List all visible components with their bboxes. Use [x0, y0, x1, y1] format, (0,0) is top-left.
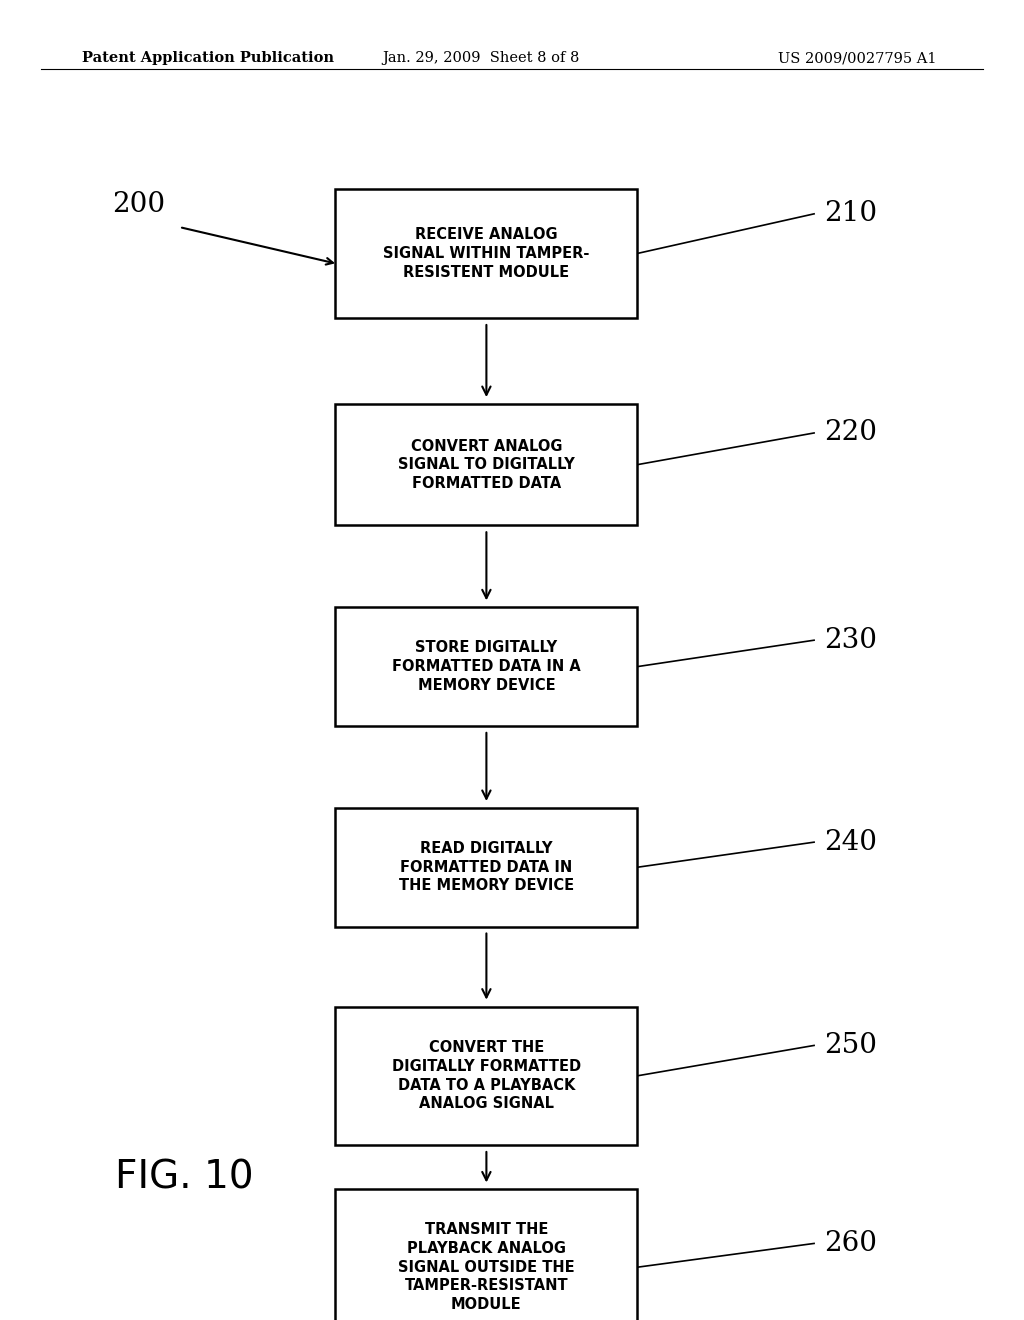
Text: 200: 200 — [112, 191, 165, 218]
Bar — [336, 607, 637, 726]
Text: 230: 230 — [824, 627, 878, 653]
Text: 210: 210 — [824, 201, 878, 227]
Text: CONVERT ANALOG
SIGNAL TO DIGITALLY
FORMATTED DATA: CONVERT ANALOG SIGNAL TO DIGITALLY FORMA… — [398, 438, 574, 491]
Text: READ DIGITALLY
FORMATTED DATA IN
THE MEMORY DEVICE: READ DIGITALLY FORMATTED DATA IN THE MEM… — [398, 841, 574, 894]
Text: Jan. 29, 2009  Sheet 8 of 8: Jan. 29, 2009 Sheet 8 of 8 — [383, 51, 580, 65]
Text: TRANSMIT THE
PLAYBACK ANALOG
SIGNAL OUTSIDE THE
TAMPER-RESISTANT
MODULE: TRANSMIT THE PLAYBACK ANALOG SIGNAL OUTS… — [398, 1222, 574, 1312]
Bar — [336, 1189, 637, 1320]
Text: US 2009/0027795 A1: US 2009/0027795 A1 — [778, 51, 937, 65]
Bar — [336, 1006, 637, 1144]
Text: STORE DIGITALLY
FORMATTED DATA IN A
MEMORY DEVICE: STORE DIGITALLY FORMATTED DATA IN A MEMO… — [392, 640, 581, 693]
Text: 220: 220 — [824, 420, 878, 446]
Bar — [336, 808, 637, 927]
Text: 250: 250 — [824, 1032, 878, 1059]
Text: 240: 240 — [824, 829, 878, 855]
Text: RECEIVE ANALOG
SIGNAL WITHIN TAMPER-
RESISTENT MODULE: RECEIVE ANALOG SIGNAL WITHIN TAMPER- RES… — [383, 227, 590, 280]
Bar — [336, 189, 637, 318]
Text: 260: 260 — [824, 1230, 878, 1257]
Text: FIG. 10: FIG. 10 — [115, 1159, 254, 1196]
Text: Patent Application Publication: Patent Application Publication — [82, 51, 334, 65]
Text: CONVERT THE
DIGITALLY FORMATTED
DATA TO A PLAYBACK
ANALOG SIGNAL: CONVERT THE DIGITALLY FORMATTED DATA TO … — [392, 1040, 581, 1111]
Bar — [336, 404, 637, 525]
